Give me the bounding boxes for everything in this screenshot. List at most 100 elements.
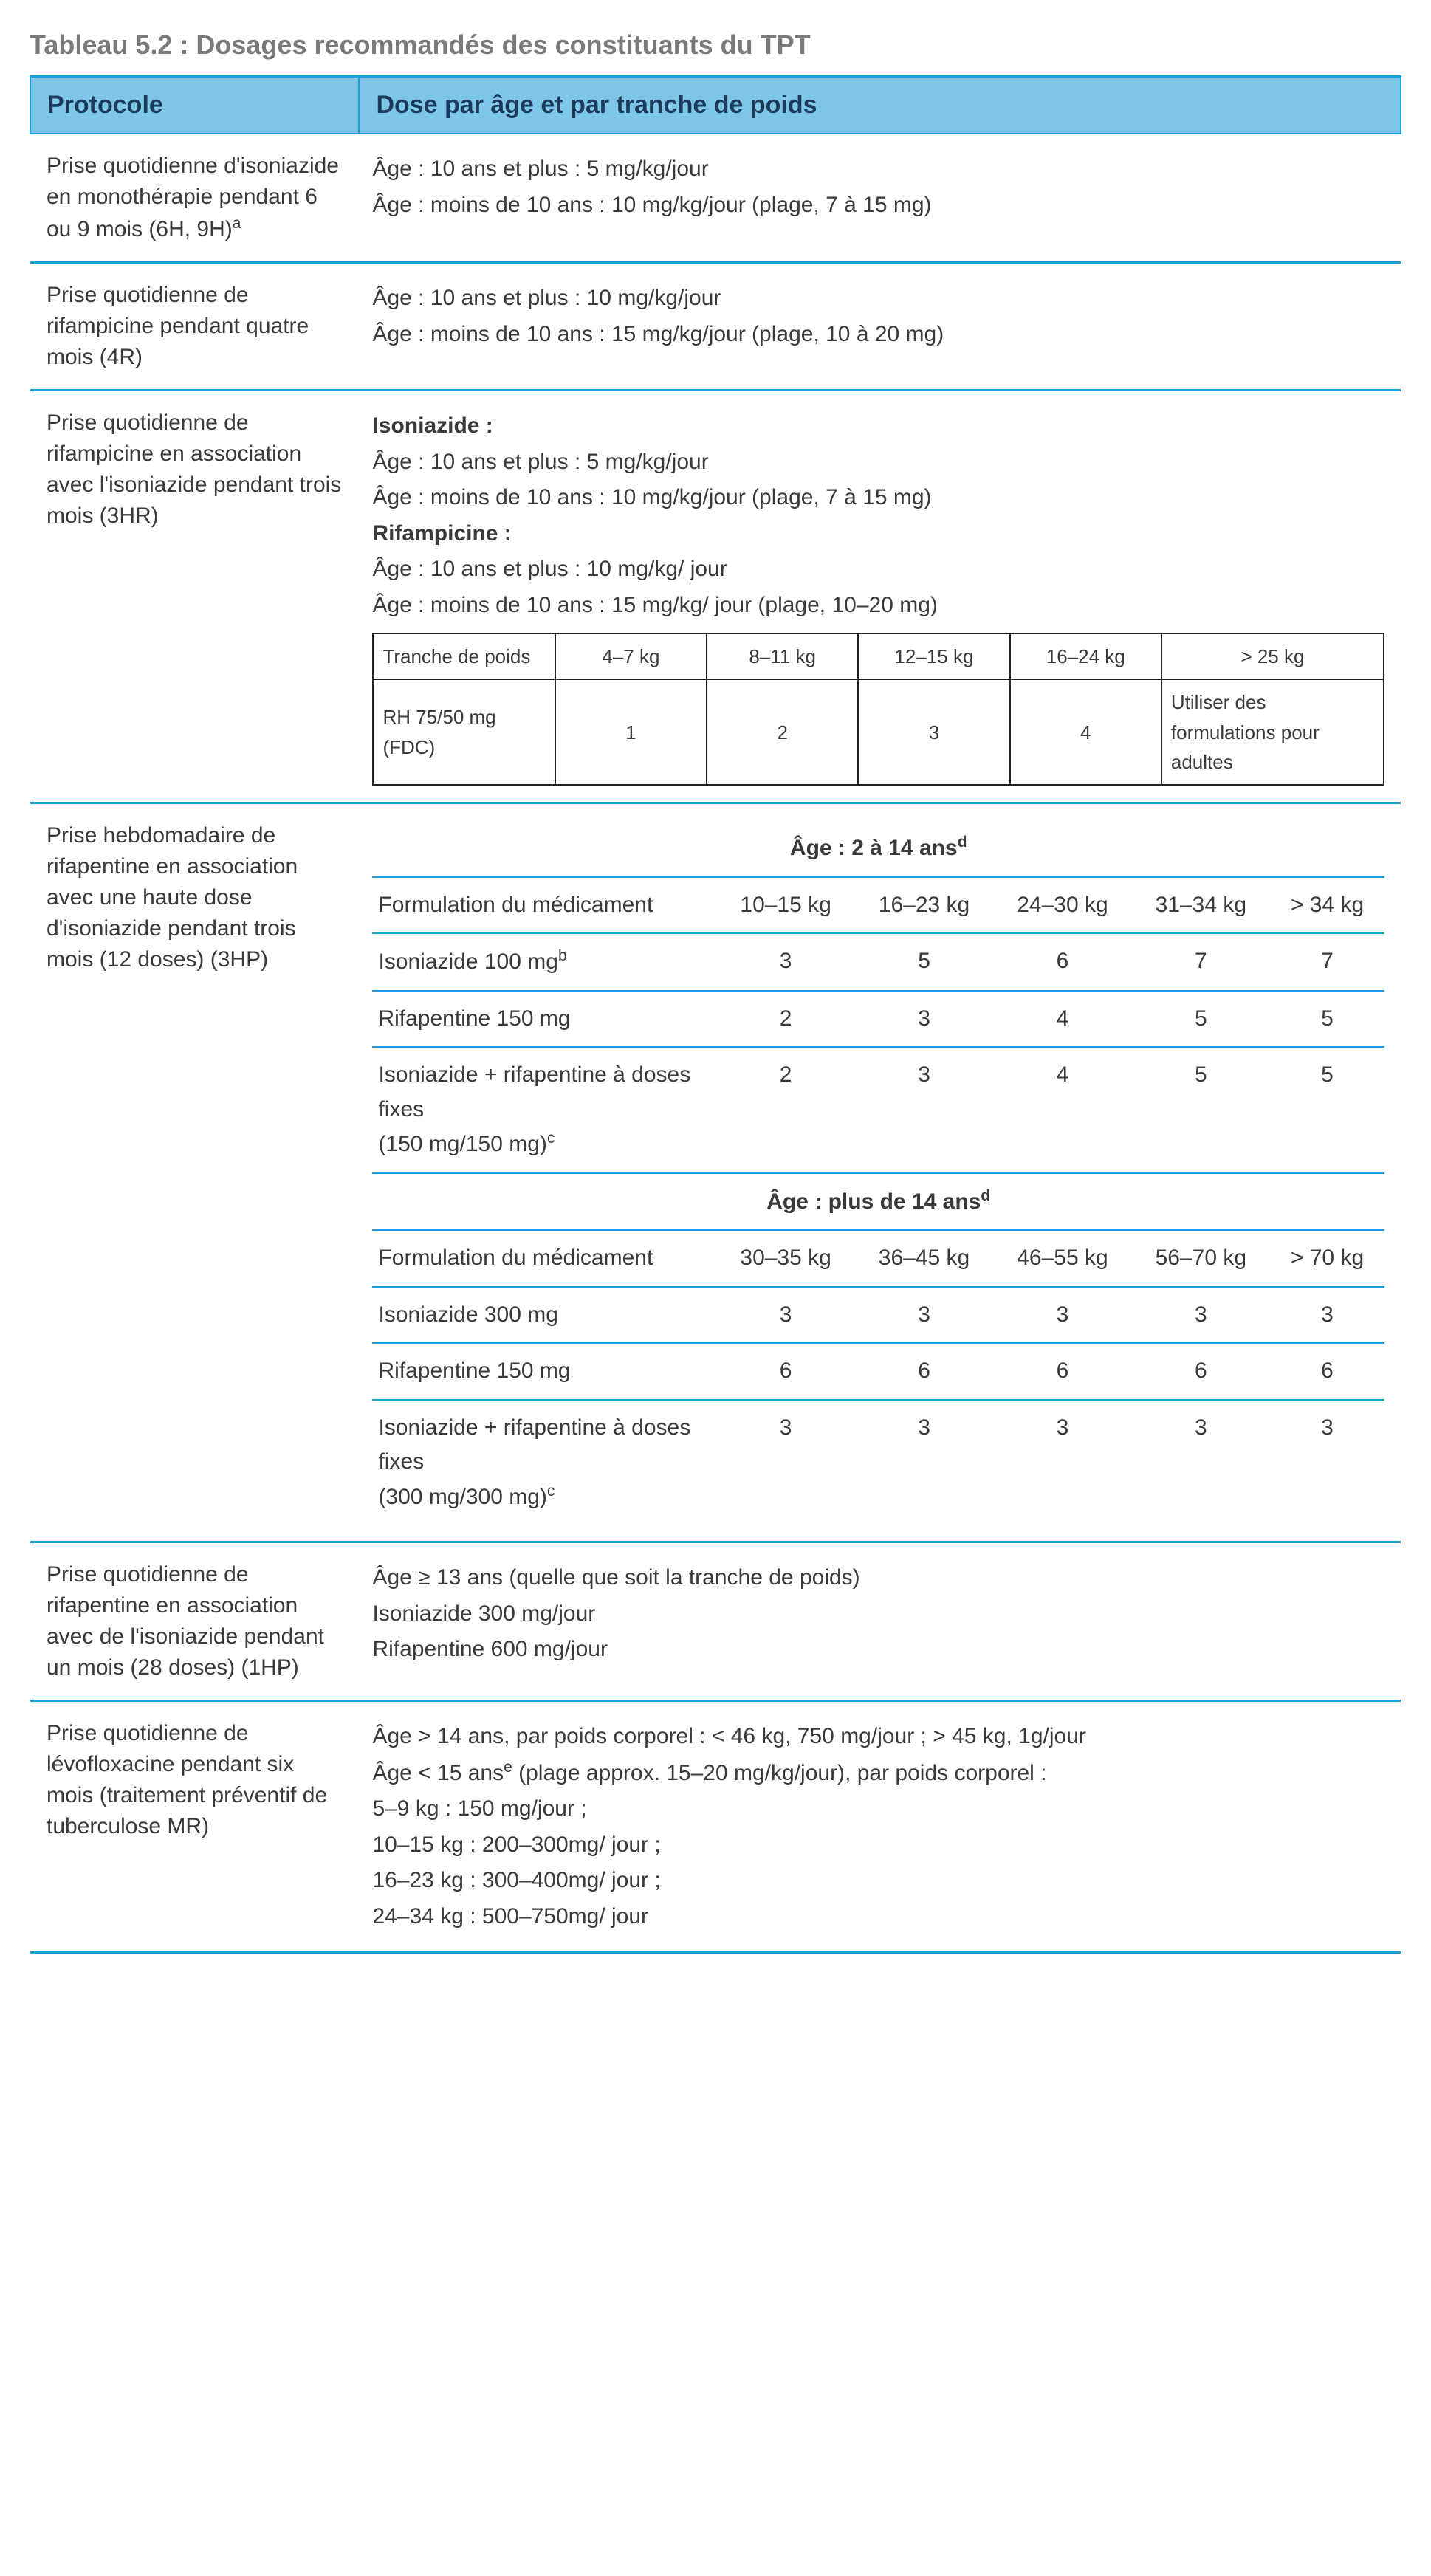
inner-3hr-r2: 2 <box>707 679 858 785</box>
protocol-levo: Prise quotidienne de lévofloxacine penda… <box>30 1701 359 1953</box>
a1r1-c2: 5 <box>855 933 993 990</box>
age1-sup: d <box>958 834 967 851</box>
header-dose: Dose par âge et par tranche de poids <box>359 77 1401 134</box>
dose-4r: Âge : 10 ans et plus : 10 mg/kg/jour Âge… <box>359 263 1401 390</box>
a1r3-sup: c <box>547 1130 555 1147</box>
a1r3-l1: Isoniazide + rifapentine à doses fixes <box>378 1062 690 1122</box>
hdr2-label: Formulation du médicament <box>372 1230 716 1286</box>
a2r1-c5: 3 <box>1270 1287 1384 1343</box>
dose-levo-l1: Âge > 14 ans, par poids corporel : < 46 … <box>372 1720 1384 1754</box>
a1r2-c4: 5 <box>1132 991 1270 1047</box>
protocol-3hp: Prise hebdomadaire de rifapentine en ass… <box>30 803 359 1542</box>
inner-3hr-r3: 3 <box>858 679 1009 785</box>
dose-1hp-l1: Âge ≥ 13 ans (quelle que soit la tranche… <box>372 1561 1384 1596</box>
a1r3-c4: 5 <box>1132 1047 1270 1172</box>
row-4r: Prise quotidienne de rifampicine pendant… <box>30 263 1401 390</box>
age-heading-1: Âge : 2 à 14 ansd <box>372 820 1384 877</box>
a1r3-l2: (150 mg/150 mg) <box>378 1132 546 1156</box>
a2r1-label: Isoniazide 300 mg <box>372 1287 716 1343</box>
a2r3-label: Isoniazide + rifapentine à doses fixes (… <box>372 1400 716 1525</box>
a1r1-c1: 3 <box>716 933 854 990</box>
a2r1-c1: 3 <box>716 1287 854 1343</box>
dose-levo-l2a: Âge < 15 ans <box>372 1761 504 1785</box>
inner-3hr-header: Tranche de poids 4–7 kg 8–11 kg 12–15 kg… <box>373 633 1384 679</box>
dose-3hp: Âge : 2 à 14 ansd Formulation du médicam… <box>359 803 1401 1542</box>
header-protocol: Protocole <box>30 77 359 134</box>
a2r1-c3: 3 <box>993 1287 1131 1343</box>
dose-3hr-l3: Âge : 10 ans et plus : 10 mg/kg/ jour <box>372 552 1384 587</box>
a2r2: Rifapentine 150 mg 6 6 6 6 6 <box>372 1343 1384 1399</box>
inner-3hr-r0: RH 75/50 mg (FDC) <box>373 679 555 785</box>
dose-levo: Âge > 14 ans, par poids corporel : < 46 … <box>359 1701 1401 1953</box>
dose-sub-3hp-a1: Âge : 2 à 14 ansd Formulation du médicam… <box>372 820 1384 1525</box>
dose-6h9h-l1: Âge : 10 ans et plus : 5 mg/kg/jour <box>372 152 1384 187</box>
hdr1-c1: 10–15 kg <box>716 877 854 933</box>
dose-4r-l1: Âge : 10 ans et plus : 10 mg/kg/jour <box>372 281 1384 316</box>
a2r2-label: Rifapentine 150 mg <box>372 1343 716 1399</box>
a2r2-c4: 6 <box>1132 1343 1270 1399</box>
a2r1-c2: 3 <box>855 1287 993 1343</box>
protocol-4r: Prise quotidienne de rifampicine pendant… <box>30 263 359 390</box>
inner-3hr-row: RH 75/50 mg (FDC) 1 2 3 4 Utiliser des f… <box>373 679 1384 785</box>
inner-table-3hr: Tranche de poids 4–7 kg 8–11 kg 12–15 kg… <box>372 633 1384 786</box>
inner-3hr-h0: Tranche de poids <box>373 633 555 679</box>
inner-3hr-h4: 16–24 kg <box>1010 633 1161 679</box>
a2r2-c2: 6 <box>855 1343 993 1399</box>
dose-3hr: Isoniazide : Âge : 10 ans et plus : 5 mg… <box>359 391 1401 803</box>
a1r1-label: Isoniazide 100 mgb <box>372 933 716 990</box>
hdr1-c4: 31–34 kg <box>1132 877 1270 933</box>
inner-3hr-r4: 4 <box>1010 679 1161 785</box>
inner-3hr-h1: 4–7 kg <box>555 633 707 679</box>
a2r2-c5: 6 <box>1270 1343 1384 1399</box>
dose-6h9h-l2: Âge : moins de 10 ans : 10 mg/kg/jour (p… <box>372 188 1384 223</box>
a1r2-c3: 4 <box>993 991 1131 1047</box>
age2-sup: d <box>981 1187 990 1204</box>
table-title: Tableau 5.2 : Dosages recommandés des co… <box>30 30 1401 61</box>
inner-3hr-h5: > 25 kg <box>1161 633 1384 679</box>
a1r1-c5: 7 <box>1270 933 1384 990</box>
dose-1hp: Âge ≥ 13 ans (quelle que soit la tranche… <box>359 1542 1401 1700</box>
hdr2-c1: 30–35 kg <box>716 1230 854 1286</box>
a2r3-c4: 3 <box>1132 1400 1270 1525</box>
a2r3-c3: 3 <box>993 1400 1131 1525</box>
a1r1-c3: 6 <box>993 933 1131 990</box>
hdr1-label: Formulation du médicament <box>372 877 716 933</box>
inner-3hr-h3: 12–15 kg <box>858 633 1009 679</box>
dose-levo-l6: 24–34 kg : 500–750mg/ jour <box>372 1900 1384 1934</box>
hdr2-c3: 46–55 kg <box>993 1230 1131 1286</box>
hdr1-c2: 16–23 kg <box>855 877 993 933</box>
hdr2-c4: 56–70 kg <box>1132 1230 1270 1286</box>
a2r3-sup: c <box>547 1483 555 1500</box>
dose-levo-sup: e <box>504 1759 512 1776</box>
a2r3-c1: 3 <box>716 1400 854 1525</box>
a2r2-c3: 6 <box>993 1343 1131 1399</box>
row-levo: Prise quotidienne de lévofloxacine penda… <box>30 1701 1401 1953</box>
dosage-table: Protocole Dose par âge et par tranche de… <box>30 75 1401 1954</box>
a1r2-c2: 3 <box>855 991 993 1047</box>
age-heading-2: Âge : plus de 14 ansd <box>372 1173 1384 1231</box>
a1r2-c5: 5 <box>1270 991 1384 1047</box>
hdr2-c2: 36–45 kg <box>855 1230 993 1286</box>
dose-3hr-l1: Âge : 10 ans et plus : 5 mg/kg/jour <box>372 445 1384 480</box>
row-3hp: Prise hebdomadaire de rifapentine en ass… <box>30 803 1401 1542</box>
inner-3hr-h2: 8–11 kg <box>707 633 858 679</box>
age2-text: Âge : plus de 14 ans <box>766 1189 981 1214</box>
dose-levo-l2: Âge < 15 anse (plage approx. 15–20 mg/kg… <box>372 1756 1384 1791</box>
protocol-6h9h-sup: a <box>233 215 241 232</box>
dose-1hp-l3: Rifapentine 600 mg/jour <box>372 1632 1384 1667</box>
dose-3hr-h2: Rifampicine : <box>372 517 1384 552</box>
sub-hdr1: Formulation du médicament 10–15 kg 16–23… <box>372 877 1384 933</box>
inner-3hr-r1: 1 <box>555 679 707 785</box>
a1r3-c5: 5 <box>1270 1047 1384 1172</box>
protocol-3hr: Prise quotidienne de rifampicine en asso… <box>30 391 359 803</box>
a2r3-c5: 3 <box>1270 1400 1384 1525</box>
a2r1: Isoniazide 300 mg 3 3 3 3 3 <box>372 1287 1384 1343</box>
dose-4r-l2: Âge : moins de 10 ans : 15 mg/kg/jour (p… <box>372 317 1384 352</box>
a1r3-c2: 3 <box>855 1047 993 1172</box>
hdr2-c5: > 70 kg <box>1270 1230 1384 1286</box>
dose-levo-l5: 16–23 kg : 300–400mg/ jour ; <box>372 1864 1384 1898</box>
a1r3: Isoniazide + rifapentine à doses fixes (… <box>372 1047 1384 1172</box>
a2r1-c4: 3 <box>1132 1287 1270 1343</box>
dose-levo-l4: 10–15 kg : 200–300mg/ jour ; <box>372 1828 1384 1863</box>
a1r2-label: Rifapentine 150 mg <box>372 991 716 1047</box>
